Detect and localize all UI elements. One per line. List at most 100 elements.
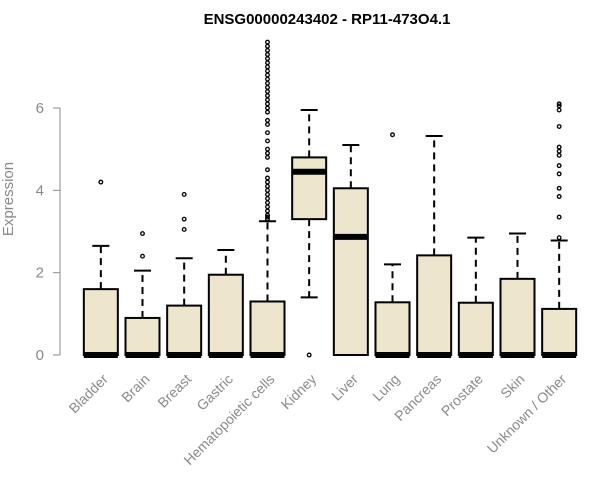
outlier-point [265, 130, 270, 136]
outlier-point [265, 191, 270, 197]
x-tick-label: Breast [154, 371, 194, 411]
box-pancreas [416, 134, 453, 358]
outlier-point [140, 253, 145, 259]
outlier-point [556, 103, 562, 109]
box-body [166, 304, 203, 357]
outlier-point [265, 208, 270, 214]
outlier-point [265, 52, 270, 57]
box-gastric [207, 249, 244, 358]
box-liver [332, 144, 369, 356]
boxes [82, 39, 578, 358]
box-body [374, 301, 411, 357]
box-body [124, 316, 161, 357]
box-breast [166, 191, 203, 358]
y-tick-label: 4 [36, 182, 44, 199]
outlier-point [265, 105, 270, 111]
box-lung [374, 132, 411, 358]
box-body [291, 156, 328, 221]
outlier-point [556, 101, 562, 107]
box-skin [499, 232, 536, 358]
outlier-point [265, 56, 270, 62]
outlier-point [265, 196, 270, 202]
y-axis: 0 2 4 6 [36, 100, 61, 364]
outlier-point [265, 117, 270, 123]
outlier-point [265, 60, 270, 66]
outlier-point [181, 226, 187, 232]
y-tick-label: 2 [36, 265, 44, 282]
outlier-point [265, 204, 270, 210]
box-body [82, 288, 119, 356]
outlier-point [265, 109, 270, 115]
box-body [457, 301, 494, 356]
y-tick-label: 0 [36, 347, 44, 364]
box-bladder [82, 179, 119, 358]
box-body [249, 300, 286, 357]
outlier-point [556, 144, 562, 150]
x-tick-label: Liver [328, 371, 361, 404]
outlier-point [265, 43, 270, 49]
x-tick-label: Unknown / Other [484, 371, 570, 457]
outlier-point [556, 163, 562, 169]
box-body [499, 277, 536, 357]
box-hematopoietic-cells [249, 39, 286, 358]
outlier-point [265, 80, 270, 86]
box-brain [124, 231, 161, 358]
outlier-point [265, 72, 270, 78]
box-body [207, 273, 244, 357]
box-prostate [457, 236, 494, 358]
outlier-point [265, 68, 270, 74]
outlier-point [265, 187, 270, 193]
outlier-point [556, 148, 562, 154]
outlier-point [265, 179, 270, 185]
outlier-point [265, 167, 270, 173]
box-kidney [291, 109, 328, 358]
outlier-point [181, 216, 187, 222]
outlier-point [265, 175, 270, 181]
outlier-point [265, 138, 270, 144]
outlier-point [265, 101, 270, 107]
outlier-point [556, 185, 562, 191]
outlier-point [265, 122, 270, 127]
outlier-point [390, 132, 395, 138]
y-axis-label: Expression [0, 162, 17, 236]
box-body [332, 187, 369, 356]
outlier-point [265, 200, 270, 206]
outlier-point [556, 214, 562, 220]
chart-title: ENSG00000243402 - RP11-473O4.1 [204, 11, 451, 28]
outlier-point [556, 171, 562, 177]
outlier-point [556, 194, 562, 199]
outlier-point [265, 76, 270, 82]
outlier-point [265, 84, 270, 90]
x-tick-label: Prostate [438, 371, 486, 419]
outlier-point [265, 150, 270, 156]
outlier-point [265, 214, 270, 220]
box-unknown-other [541, 101, 578, 358]
outlier-point [265, 146, 270, 152]
x-tick-label: Bladder [66, 371, 112, 417]
outlier-point [265, 89, 270, 94]
x-tick-label: Skin [497, 371, 528, 402]
x-tick-label: Kidney [278, 371, 320, 413]
outlier-point [265, 183, 270, 189]
outlier-point [556, 124, 562, 129]
outlier-point [556, 235, 562, 241]
box-body [416, 254, 453, 356]
x-tick-label: Brain [118, 371, 152, 405]
outlier-point [265, 154, 270, 160]
outlier-point [306, 352, 312, 358]
outlier-point [265, 64, 270, 70]
x-tick-label: Lung [369, 371, 402, 404]
outlier-point [265, 47, 270, 53]
outlier-point [265, 97, 270, 103]
outlier-point [140, 231, 145, 237]
outlier-point [265, 93, 270, 99]
box-body [541, 307, 578, 357]
outlier-point [556, 107, 562, 113]
y-tick-label: 6 [36, 100, 44, 117]
outlier-point [265, 39, 270, 45]
outlier-point [181, 191, 187, 197]
outlier-point [556, 152, 562, 158]
outlier-point [98, 179, 104, 185]
